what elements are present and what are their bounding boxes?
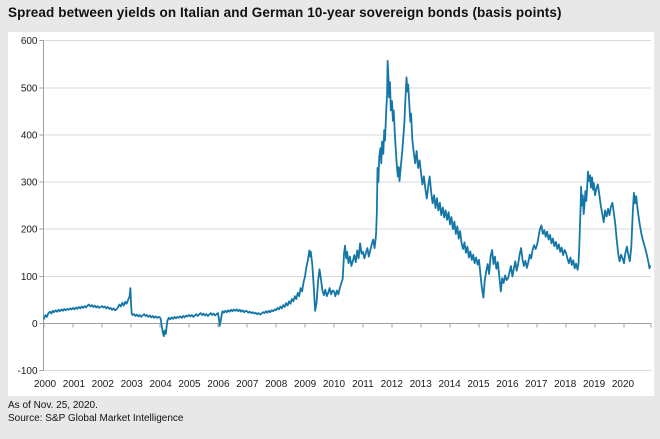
spread-series-line (43, 60, 651, 338)
x-tick-label: 2008 (265, 379, 288, 390)
x-tick-label: 2016 (496, 379, 519, 390)
chart-footer: As of Nov. 25, 2020. Source: S&P Global … (8, 399, 183, 425)
x-tick-label: 2002 (92, 379, 115, 390)
as-of-note: As of Nov. 25, 2020. (8, 400, 98, 411)
x-tick-label: 2006 (207, 379, 230, 390)
y-tick-label: 300 (21, 178, 38, 189)
x-tick-label: 2004 (149, 379, 172, 390)
y-tick-label: 500 (21, 83, 38, 94)
y-tick-label: -100 (17, 366, 37, 377)
x-tick-label: 2019 (583, 379, 606, 390)
x-tick-label: 2000 (34, 379, 57, 390)
x-tick-label: 2012 (381, 379, 404, 390)
y-tick-label: 600 (21, 36, 38, 47)
x-tick-label: 2005 (178, 379, 201, 390)
y-tick-label: 0 (32, 319, 38, 330)
x-tick-label: 2011 (352, 379, 374, 390)
y-tick-label: 100 (21, 272, 38, 283)
x-tick-label: 2010 (323, 379, 346, 390)
y-tick-label: 200 (21, 225, 38, 236)
x-tick-label: 2014 (438, 379, 461, 390)
x-tick-label: 2020 (612, 379, 635, 390)
x-tick-label: 2017 (525, 379, 548, 390)
x-tick-label: 2001 (63, 379, 86, 390)
chart-panel (8, 32, 654, 396)
x-tick-label: 2013 (410, 379, 433, 390)
x-tick-label: 2018 (554, 379, 577, 390)
x-tick-label: 2007 (236, 379, 259, 390)
source-note: Source: S&P Global Market Intelligence (8, 413, 184, 424)
x-tick-label: 2003 (121, 379, 144, 390)
x-tick-label: 2015 (467, 379, 490, 390)
y-tick-label: 400 (21, 130, 38, 141)
x-tick-label: 2009 (294, 379, 317, 390)
chart-title: Spread between yields on Italian and Ger… (8, 5, 562, 20)
